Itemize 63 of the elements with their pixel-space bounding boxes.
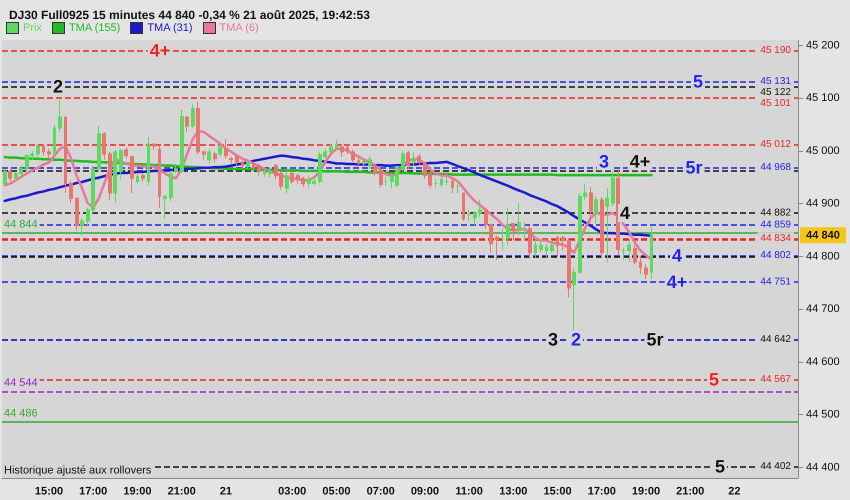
text: TMA (6) (220, 22, 259, 34)
ref-line-label: 44 882 (760, 208, 792, 219)
annotation: 2 (570, 330, 582, 350)
annotation: 5r (646, 330, 664, 350)
annotation: 4+ (630, 151, 650, 172)
annotation: 3 (548, 330, 558, 350)
y-tick-label: 44 500 (806, 408, 840, 421)
ref-line-label: 45 122 (760, 87, 792, 98)
x-tick-label: 03:00 (278, 486, 306, 498)
ref-line-label: 45 101 (760, 98, 792, 110)
annotation: Historique ajusté aux rollovers (4, 464, 152, 476)
x-tick-label: 11:00 (455, 486, 483, 498)
x-tick-label: 19:00 (123, 486, 152, 498)
x-tick-label: 15:00 (34, 486, 64, 498)
ref-line-label: 45 131 (760, 76, 792, 88)
x-tick-label: 05:00 (322, 486, 350, 498)
y-tick-label: 44 600 (806, 356, 840, 368)
x-tick-label: 07:00 (366, 486, 395, 498)
ref-line-label: 44 834 (760, 232, 792, 244)
annotation: 2 (52, 76, 64, 96)
x-tick-label: 22 (728, 486, 741, 498)
ref-line-label: 44 968 (760, 162, 792, 174)
y-tick-label: 44 800 (806, 250, 840, 262)
ref-line-label: 44 844 (4, 218, 38, 231)
annotation: 4 (672, 245, 682, 266)
ref-line-label: 44 567 (760, 374, 792, 385)
x-tick-label: 19:00 (632, 486, 660, 498)
annotation: 5 (708, 369, 720, 390)
x-tick-label: 15:00 (543, 486, 572, 498)
annotation: 5 (714, 456, 726, 476)
annotation: 4+ (150, 40, 170, 61)
annotation: 3 (598, 151, 610, 172)
ref-line-label: 44 751 (760, 276, 792, 288)
chart-title: DJ30 Full0925 15 minutes 44 840 -0,34 % 21 août 2025, 19:42:53 (9, 8, 370, 22)
ref-line-label: 44 486 (4, 408, 38, 420)
y-tick-label: 45 100 (806, 92, 840, 104)
ref-line-label: 45 012 (760, 138, 792, 150)
x-tick-label: 09:00 (410, 486, 439, 498)
text: TMA (155) (68, 22, 120, 34)
x-tick-label: 21:00 (676, 486, 704, 498)
y-tick-label: 45 200 (806, 39, 840, 52)
ref-line-label: 45 190 (760, 45, 792, 56)
text: TMA (31) (147, 22, 193, 34)
ref-line-label: 44 859 (760, 220, 792, 231)
text: Prix (23, 22, 42, 34)
ref-line-label: 44 402 (760, 460, 792, 472)
y-tick-label: 44 400 (806, 461, 840, 474)
annotation: 5r (685, 158, 703, 178)
x-tick-label: 21:00 (168, 486, 196, 498)
ref-line-label: 44 802 (760, 250, 792, 261)
x-tick-label: 17:00 (588, 486, 616, 498)
x-tick-label: 13:00 (499, 486, 528, 498)
ref-line-label: 44 642 (760, 334, 792, 346)
x-tick-label: 17:00 (79, 486, 108, 498)
annotation: 4+ (666, 272, 688, 292)
ref-line-label: 44 544 (4, 376, 38, 389)
text: 44 840 (806, 229, 840, 242)
x-tick-label: 21 (220, 486, 232, 498)
y-tick-label: 44 700 (806, 303, 840, 316)
y-tick-label: 44 900 (806, 198, 840, 210)
annotation: 4 (620, 203, 630, 224)
y-tick-label: 45 000 (806, 144, 840, 157)
annotation: 5 (692, 72, 704, 92)
